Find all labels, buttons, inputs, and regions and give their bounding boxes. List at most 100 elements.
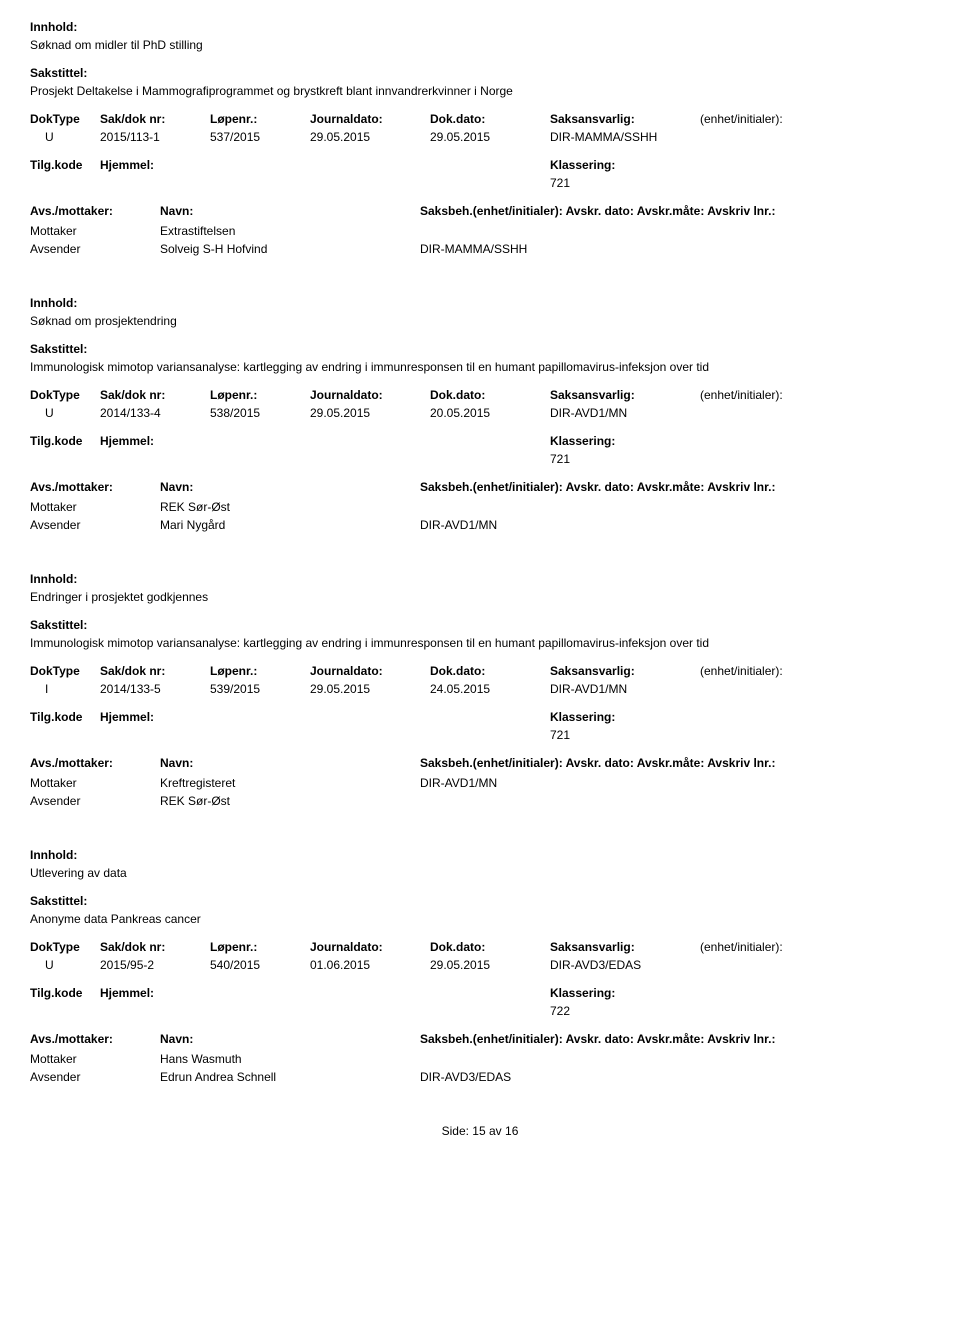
sakstittel-text: Prosjekt Deltakelse i Mammografiprogramm… (30, 84, 930, 98)
avsender-row: Avsender Solveig S-H Hofvind DIR-MAMMA/S… (30, 242, 930, 256)
lopenr-value: 540/2015 (210, 958, 310, 972)
klassering-value: 721 (550, 176, 930, 190)
avsmottaker-label: Avs./mottaker: (30, 204, 160, 218)
dokdato-label: Dok.dato: (430, 940, 550, 954)
avsender-name: Edrun Andrea Schnell (160, 1070, 420, 1084)
lopenr-label: Løpenr.: (210, 388, 310, 402)
mottaker-row: Mottaker Extrastiftelsen (30, 224, 930, 238)
avsender-row: Avsender REK Sør-Øst (30, 794, 930, 808)
mottaker-name: REK Sør-Øst (160, 500, 420, 514)
avsender-unit (420, 794, 620, 808)
doktype-value: U (30, 130, 100, 144)
avsender-unit: DIR-AVD3/EDAS (420, 1070, 620, 1084)
sakdok-value: 2015/95-2 (100, 958, 210, 972)
sakstittel-label: Sakstittel: (30, 618, 930, 632)
tilg-row: Tilg.kode Hjemmel: Klassering: (30, 986, 930, 1000)
page-total: 16 (505, 1124, 518, 1138)
avs-header-row: Avs./mottaker: Navn: Saksbeh.(enhet/init… (30, 1032, 930, 1046)
mottaker-unit (420, 500, 620, 514)
tilg-row: Tilg.kode Hjemmel: Klassering: (30, 434, 930, 448)
sakdok-label: Sak/dok nr: (100, 940, 210, 954)
hjemmel-label: Hjemmel: (100, 986, 550, 1000)
dokdato-value: 20.05.2015 (430, 406, 550, 420)
avs-header-row: Avs./mottaker: Navn: Saksbeh.(enhet/init… (30, 756, 930, 770)
innhold-text: Søknad om prosjektendring (30, 314, 930, 328)
journaldato-label: Journaldato: (310, 112, 430, 126)
avsender-row: Avsender Edrun Andrea Schnell DIR-AVD3/E… (30, 1070, 930, 1084)
saksansvarlig-label: Saksansvarlig: (550, 940, 700, 954)
navn-label: Navn: (160, 756, 420, 770)
doktype-value: U (30, 406, 100, 420)
navn-label: Navn: (160, 480, 420, 494)
saksbeh-label: Saksbeh.(enhet/initialer): Avskr. dato: … (420, 1032, 930, 1046)
mottaker-unit (420, 1052, 620, 1066)
page-current: 15 (472, 1124, 485, 1138)
klassering-label: Klassering: (550, 434, 615, 448)
sakdok-value: 2015/113-1 (100, 130, 210, 144)
innhold-text: Endringer i prosjektet godkjennes (30, 590, 930, 604)
hjemmel-label: Hjemmel: (100, 710, 550, 724)
avsender-name: Mari Nygård (160, 518, 420, 532)
mottaker-row: Mottaker Kreftregisteret DIR-AVD1/MN (30, 776, 930, 790)
dokdato-value: 29.05.2015 (430, 958, 550, 972)
journaldato-label: Journaldato: (310, 664, 430, 678)
avs-header-row: Avs./mottaker: Navn: Saksbeh.(enhet/init… (30, 480, 930, 494)
meta-values-row: U 2015/113-1 537/2015 29.05.2015 29.05.2… (30, 130, 930, 144)
lopenr-label: Løpenr.: (210, 940, 310, 954)
lopenr-value: 539/2015 (210, 682, 310, 696)
journaldato-value: 29.05.2015 (310, 682, 430, 696)
saksbeh-label: Saksbeh.(enhet/initialer): Avskr. dato: … (420, 756, 930, 770)
sakdok-value: 2014/133-5 (100, 682, 210, 696)
sakstittel-text: Anonyme data Pankreas cancer (30, 912, 930, 926)
lopenr-value: 538/2015 (210, 406, 310, 420)
journaldato-label: Journaldato: (310, 388, 430, 402)
sakstittel-label: Sakstittel: (30, 342, 930, 356)
innhold-label: Innhold: (30, 572, 930, 586)
enhet-label: (enhet/initialer): (700, 112, 840, 126)
avsender-name: REK Sør-Øst (160, 794, 420, 808)
doktype-label: DokType (30, 112, 100, 126)
saksansvarlig-label: Saksansvarlig: (550, 112, 700, 126)
page-footer: Side: 15 av 16 (30, 1124, 930, 1138)
saksansvarlig-value: DIR-MAMMA/SSHH (550, 130, 700, 144)
avsmottaker-label: Avs./mottaker: (30, 756, 160, 770)
hjemmel-label: Hjemmel: (100, 158, 550, 172)
journaldato-value: 29.05.2015 (310, 130, 430, 144)
saksansvarlig-value: DIR-AVD1/MN (550, 406, 700, 420)
hjemmel-label: Hjemmel: (100, 434, 550, 448)
avsender-role: Avsender (30, 794, 160, 808)
side-label: Side: (442, 1124, 469, 1138)
saksansvarlig-label: Saksansvarlig: (550, 664, 700, 678)
journal-entry: Innhold: Søknad om prosjektendring Sakst… (30, 296, 930, 532)
avsender-role: Avsender (30, 242, 160, 256)
meta-values-row: U 2015/95-2 540/2015 01.06.2015 29.05.20… (30, 958, 930, 972)
navn-label: Navn: (160, 1032, 420, 1046)
enhet-label: (enhet/initialer): (700, 940, 840, 954)
saksbeh-label: Saksbeh.(enhet/initialer): Avskr. dato: … (420, 480, 930, 494)
lopenr-label: Løpenr.: (210, 664, 310, 678)
journaldato-label: Journaldato: (310, 940, 430, 954)
sakdok-label: Sak/dok nr: (100, 112, 210, 126)
innhold-label: Innhold: (30, 20, 930, 34)
klassering-label: Klassering: (550, 158, 615, 172)
saksbeh-label: Saksbeh.(enhet/initialer): Avskr. dato: … (420, 204, 930, 218)
avsender-unit: DIR-AVD1/MN (420, 518, 620, 532)
mottaker-name: Extrastiftelsen (160, 224, 420, 238)
tilgkode-label: Tilg.kode (30, 434, 100, 448)
avsmottaker-label: Avs./mottaker: (30, 480, 160, 494)
dokdato-value: 24.05.2015 (430, 682, 550, 696)
sakstittel-text: Immunologisk mimotop variansanalyse: kar… (30, 636, 930, 650)
doktype-label: DokType (30, 940, 100, 954)
lopenr-label: Løpenr.: (210, 112, 310, 126)
avsender-row: Avsender Mari Nygård DIR-AVD1/MN (30, 518, 930, 532)
tilgkode-label: Tilg.kode (30, 986, 100, 1000)
dokdato-label: Dok.dato: (430, 664, 550, 678)
doktype-value: I (30, 682, 100, 696)
mottaker-unit: DIR-AVD1/MN (420, 776, 620, 790)
tilg-row: Tilg.kode Hjemmel: Klassering: (30, 710, 930, 724)
sakstittel-label: Sakstittel: (30, 894, 930, 908)
dokdato-label: Dok.dato: (430, 388, 550, 402)
mottaker-role: Mottaker (30, 776, 160, 790)
klassering-value: 721 (550, 728, 930, 742)
klassering-value: 721 (550, 452, 930, 466)
